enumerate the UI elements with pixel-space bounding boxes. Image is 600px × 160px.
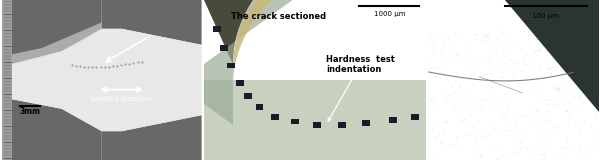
Polygon shape <box>204 0 405 125</box>
Bar <box>214 26 221 32</box>
Bar <box>244 93 253 99</box>
Polygon shape <box>12 29 202 131</box>
Bar <box>389 117 397 123</box>
Bar <box>291 119 299 124</box>
Text: Hardness  test
indentation: Hardness test indentation <box>326 55 395 121</box>
Bar <box>204 80 426 160</box>
Bar <box>271 114 279 120</box>
Bar <box>411 114 419 120</box>
Polygon shape <box>233 0 405 86</box>
Polygon shape <box>12 99 102 160</box>
Text: 100 μm: 100 μm <box>532 13 559 19</box>
Bar <box>256 104 263 110</box>
Text: 1000 μm: 1000 μm <box>374 11 405 17</box>
Text: The crack sectioned: The crack sectioned <box>230 12 326 61</box>
Bar <box>227 63 235 68</box>
Text: 3mm: 3mm <box>20 107 41 116</box>
Polygon shape <box>102 115 202 160</box>
Bar <box>362 120 370 126</box>
Bar <box>220 45 228 51</box>
Text: Loading direction: Loading direction <box>91 96 152 102</box>
Bar <box>338 122 346 128</box>
Polygon shape <box>12 0 102 64</box>
Bar <box>313 122 321 128</box>
Bar <box>2 0 12 160</box>
Polygon shape <box>204 0 426 64</box>
Polygon shape <box>12 22 102 64</box>
Bar <box>236 80 244 86</box>
Polygon shape <box>102 0 202 45</box>
Polygon shape <box>505 0 599 112</box>
